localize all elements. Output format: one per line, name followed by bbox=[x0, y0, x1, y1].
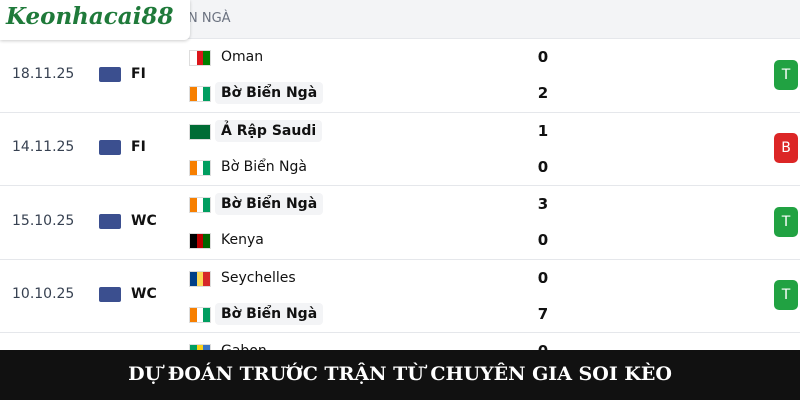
flag-stripe bbox=[203, 234, 211, 248]
competition-icon bbox=[99, 213, 121, 229]
result-badge: T bbox=[774, 206, 798, 237]
match-date: 14.11.25 bbox=[12, 139, 75, 156]
competition: WC bbox=[131, 286, 157, 303]
match-date: 18.11.25 bbox=[12, 65, 75, 82]
caption: DỰ ĐOÁN TRƯỚC TRẬN TỪ CHUYÊN GIA SOI KÈO bbox=[128, 363, 672, 385]
competition: WC bbox=[131, 212, 157, 229]
team-name: Bờ Biển Ngà bbox=[215, 302, 324, 325]
flag-stripe bbox=[196, 198, 204, 212]
team-flag bbox=[190, 124, 211, 139]
team-score: 3 bbox=[537, 195, 549, 213]
flag-stripe bbox=[203, 160, 211, 175]
match-date: 10.10.25 bbox=[12, 286, 75, 303]
team-score: 1 bbox=[537, 121, 549, 140]
result-badge: B bbox=[774, 133, 798, 164]
flag-stripe bbox=[196, 271, 204, 286]
flag-stripe bbox=[196, 234, 204, 248]
team-flag bbox=[190, 271, 211, 286]
team-name: Bờ Biển Ngà bbox=[221, 158, 307, 175]
result-badge: T bbox=[774, 59, 798, 90]
team-score: 7 bbox=[537, 304, 549, 323]
flag-stripe bbox=[203, 124, 211, 139]
flag-stripe bbox=[203, 87, 211, 101]
row-divider bbox=[0, 332, 800, 333]
flag-stripe bbox=[190, 307, 197, 322]
flag-stripe bbox=[190, 124, 197, 139]
row-divider bbox=[0, 185, 800, 186]
team-name: Oman bbox=[221, 49, 264, 65]
match-date: 15.10.25 bbox=[12, 212, 75, 229]
header-title: N NGÀ bbox=[188, 11, 231, 26]
competition: FI bbox=[131, 139, 146, 156]
competition-icon bbox=[99, 140, 121, 156]
result-badge: T bbox=[774, 280, 798, 311]
team-name: Ả Rập Saudi bbox=[215, 119, 323, 142]
team-flag bbox=[190, 198, 211, 212]
team-flag bbox=[190, 307, 211, 322]
flag-stripe bbox=[190, 198, 197, 212]
flag-stripe bbox=[190, 160, 197, 175]
team-score: 2 bbox=[537, 84, 549, 102]
flag-stripe bbox=[190, 87, 197, 101]
team-score: 0 bbox=[537, 268, 549, 287]
flag-stripe bbox=[203, 198, 211, 212]
team-name: Kenya bbox=[221, 232, 264, 248]
team-flag bbox=[190, 160, 211, 175]
row-divider bbox=[0, 111, 800, 113]
team-name: Bờ Biển Ngà bbox=[215, 193, 324, 215]
row-divider bbox=[0, 258, 800, 260]
flag-stripe bbox=[190, 271, 197, 286]
logo-box bbox=[0, 0, 190, 40]
flag-stripe bbox=[190, 234, 197, 248]
team-score: 0 bbox=[537, 231, 549, 249]
flag-stripe bbox=[196, 160, 204, 175]
team-name: Seychelles bbox=[221, 269, 296, 286]
team-score: 0 bbox=[537, 48, 549, 66]
team-flag bbox=[190, 87, 211, 101]
competition-icon bbox=[99, 287, 121, 303]
team-name: Bờ Biển Ngà bbox=[215, 82, 324, 104]
flag-stripe bbox=[203, 51, 211, 65]
caption-bar bbox=[0, 350, 800, 400]
team-flag bbox=[190, 51, 211, 65]
flag-stripe bbox=[203, 271, 211, 286]
team-score: 0 bbox=[537, 157, 549, 176]
team-flag bbox=[190, 234, 211, 248]
competition-icon bbox=[99, 66, 121, 82]
flag-stripe bbox=[196, 307, 204, 322]
flag-stripe bbox=[196, 51, 204, 65]
flag-stripe bbox=[203, 307, 211, 322]
logo: Keonhacai88 bbox=[6, 3, 174, 30]
competition: FI bbox=[131, 65, 146, 82]
flag-stripe bbox=[196, 124, 204, 139]
flag-stripe bbox=[190, 51, 197, 65]
flag-stripe bbox=[196, 87, 204, 101]
